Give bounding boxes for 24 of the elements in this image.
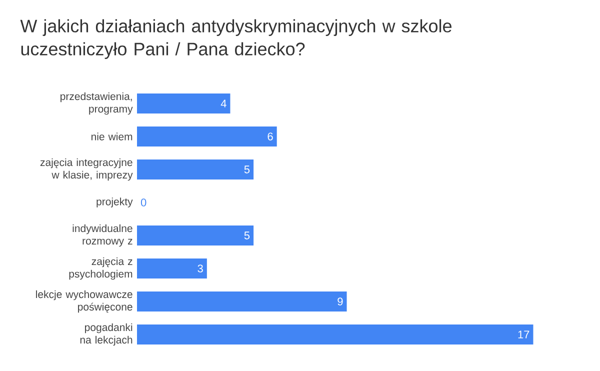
- chart-title: W jakich działaniach antydyskryminacyjnych w szkole uczestniczyło Pani / Pana dziecko?: [20, 19, 452, 59]
- y-tick-label: przedstawienia, programy: [60, 92, 133, 115]
- data-label: 17: [518, 330, 530, 338]
- y-tick-label: indywidualne rozmowy z: [72, 224, 132, 247]
- data-label: 6: [268, 132, 273, 140]
- data-label: 5: [244, 232, 250, 240]
- data-label: 9: [338, 298, 343, 306]
- y-tick-label: projekty: [96, 198, 133, 208]
- bar: [137, 226, 254, 246]
- y-tick-label: zajęcia integracyjne w klasie, imprezy: [40, 158, 133, 181]
- data-label: 0: [140, 198, 146, 206]
- data-label: 4: [220, 100, 226, 108]
- bar: [137, 160, 254, 180]
- y-tick-label: nie wiem: [91, 132, 132, 140]
- y-tick-label: pogadanki na lekcjach: [80, 323, 132, 346]
- bar: [137, 324, 534, 345]
- bar: [137, 258, 207, 279]
- y-tick-label: zajęcia z psychologiem: [69, 257, 132, 280]
- data-label: 3: [198, 264, 203, 272]
- data-label: 5: [244, 166, 250, 174]
- bar: [137, 94, 230, 114]
- bar: [137, 126, 277, 147]
- bar: [137, 292, 347, 312]
- y-tick-label: lekcje wychowawcze poświęcone: [36, 290, 132, 313]
